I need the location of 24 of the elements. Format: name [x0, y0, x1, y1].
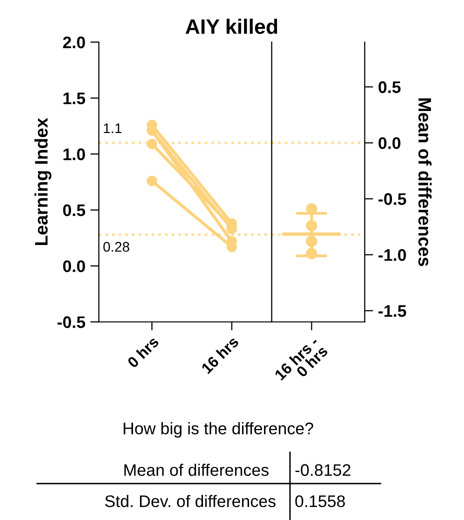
y-tick-label: 1.0 [64, 148, 85, 160]
y-tick-label: -0.5 [58, 316, 86, 328]
x-tick-label: 16 hrs [200, 336, 240, 374]
ref-line-label: 1.1 [104, 123, 122, 134]
y2-axis-title: Mean of differences [418, 98, 432, 266]
y2-tick-label: -0.5 [378, 193, 406, 205]
y2-tick-label: -1.5 [378, 305, 406, 317]
x-tick-label: 0 hrs [126, 336, 160, 368]
y-tick-label: 2.0 [63, 36, 85, 48]
text: Mean of differences [124, 464, 269, 476]
text: Std. Dev. of differences [105, 494, 276, 508]
chart-title: AIY killed [186, 18, 278, 34]
y2-tick-label: 0.5 [378, 81, 401, 94]
y-tick-label: 0.0 [63, 260, 85, 272]
x-tick-label: 16 hrs - 0 hrs [274, 336, 328, 381]
ref-line-label: 0.28 [103, 242, 130, 252]
y2-tick-label: 0.0 [378, 137, 400, 150]
y-axis-title: Learning Index [34, 118, 52, 245]
y2-tick-label: -1.0 [378, 249, 406, 261]
y-tick-label: 1.5 [64, 92, 86, 104]
y-tick-label: 0.5 [63, 204, 86, 216]
text: How big is the difference? [124, 422, 314, 438]
text: 0.1558 [295, 495, 345, 508]
text: -0.8152 [295, 464, 350, 476]
